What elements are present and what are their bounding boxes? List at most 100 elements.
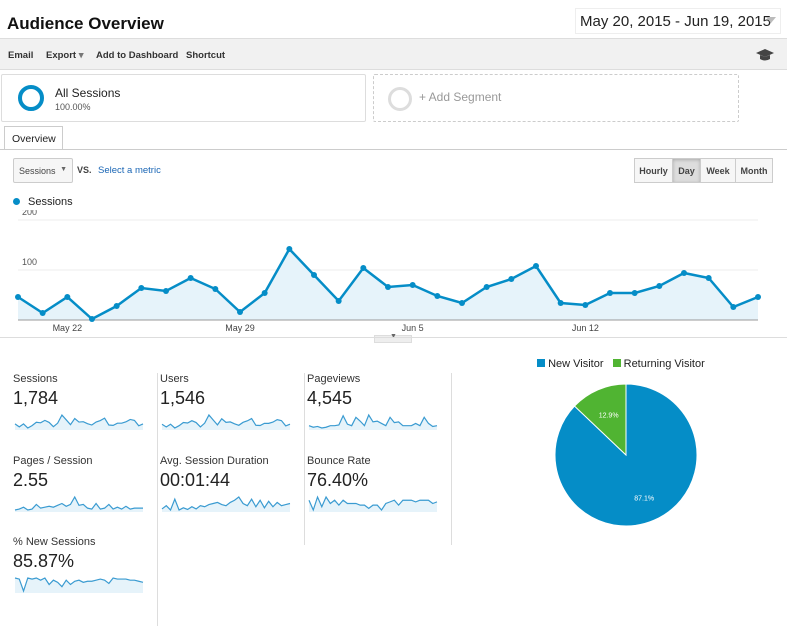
data-point	[755, 294, 761, 300]
new-visitor-swatch	[537, 359, 545, 367]
data-point	[508, 276, 515, 282]
sparkline-line	[14, 577, 144, 593]
vs-label: VS.	[77, 165, 92, 175]
day-button[interactable]: Day	[672, 158, 701, 183]
sparkline	[14, 495, 143, 512]
x-tick-label: Jun 5	[402, 323, 424, 333]
chart-resize-handle[interactable]: ▼	[374, 333, 412, 343]
data-point	[261, 290, 268, 296]
add-segment-label: + Add Segment	[419, 90, 502, 104]
sparkline-line	[308, 413, 438, 429]
data-point	[533, 263, 539, 269]
metric-value: 00:01:44	[160, 470, 231, 490]
select-metric-link[interactable]: Select a metric	[98, 165, 161, 176]
series-dot-icon	[13, 198, 20, 205]
data-point	[163, 288, 169, 294]
visitor-pie-chart: 87.1% 12.9%	[554, 383, 698, 527]
metric-label: Avg. Session Duration	[160, 455, 269, 467]
data-point	[483, 284, 490, 290]
tab-divider	[0, 149, 787, 150]
data-point	[138, 285, 145, 291]
legend-new-visitor: New Visitor	[548, 358, 604, 370]
add-segment-button[interactable]: + Add Segment	[373, 74, 739, 122]
month-button[interactable]: Month	[735, 158, 773, 183]
tab-overview[interactable]: Overview	[4, 126, 63, 150]
data-point	[607, 290, 613, 296]
segment-percent: 100.00%	[55, 102, 91, 112]
chart-legend: Sessions	[13, 196, 73, 208]
sparkline-line	[14, 413, 144, 429]
data-point	[335, 298, 342, 304]
metric-select[interactable]: Sessions ▼	[13, 158, 73, 183]
add-to-dashboard-button[interactable]: Add to Dashboard	[96, 50, 179, 61]
data-point	[237, 309, 243, 315]
returning-visitor-slice	[573, 383, 627, 457]
metric--new-sessions[interactable]: % New Sessions 85.87%	[13, 536, 158, 626]
data-point	[681, 270, 687, 276]
page-title: Audience Overview	[7, 14, 164, 33]
data-point	[557, 300, 564, 306]
data-point	[631, 290, 638, 296]
metric-value: 76.40%	[307, 470, 369, 490]
x-tick-label: May 22	[53, 323, 83, 333]
metric-value: 1,546	[160, 388, 206, 408]
sparkline-line	[14, 495, 143, 511]
metric-bounce-rate[interactable]: Bounce Rate 76.40%	[307, 455, 452, 545]
data-point	[15, 294, 21, 300]
metric-label: Pages / Session	[13, 455, 93, 467]
metric-label: Users	[160, 373, 189, 385]
graduation-cap-icon[interactable]	[756, 48, 774, 62]
export-label: Export	[46, 50, 77, 61]
sparkline-line	[161, 413, 291, 429]
data-point	[385, 284, 391, 290]
segment-all-sessions[interactable]: All Sessions 100.00%	[1, 74, 366, 122]
legend-returning-visitor: Returning Visitor	[623, 358, 705, 370]
data-point	[212, 286, 219, 292]
sparkline	[161, 496, 291, 512]
data-point	[656, 283, 663, 289]
data-point	[286, 246, 293, 252]
pie-legend: New Visitor Returning Visitor	[537, 358, 705, 370]
segment-ring-icon	[388, 87, 412, 111]
shortcut-button[interactable]: Shortcut	[186, 50, 226, 61]
metric-label: Pageviews	[307, 373, 361, 385]
toolbar: Email Export ▾ Add to Dashboard Shortcut	[0, 38, 787, 70]
metric-select-value: Sessions	[19, 166, 56, 176]
metric-avg-session-duration[interactable]: Avg. Session Duration 00:01:44	[160, 455, 305, 545]
date-range-picker[interactable]: May 20, 2015 - Jun 19, 2015	[575, 8, 781, 34]
sparkline-area	[15, 497, 143, 512]
data-point	[187, 275, 194, 281]
export-button[interactable]: Export ▾	[46, 50, 84, 61]
sparkline-area	[309, 415, 437, 430]
segment-name: All Sessions	[55, 86, 121, 100]
metric-label: Bounce Rate	[307, 455, 371, 467]
data-point	[409, 282, 416, 288]
caret-down-icon: ▼	[60, 166, 67, 173]
metric-value: 85.87%	[13, 551, 75, 571]
y-tick-label: 200	[22, 210, 37, 217]
sparkline	[14, 413, 144, 430]
data-point	[705, 275, 712, 281]
metric-value: 2.55	[13, 470, 49, 490]
week-button[interactable]: Week	[700, 158, 736, 183]
sessions-area	[18, 249, 758, 320]
metric-sessions[interactable]: Sessions 1,784	[13, 373, 158, 463]
sessions-chart: 100 200 May 22 May 29 Jun 5 Jun 12	[15, 210, 761, 333]
data-point	[730, 304, 737, 310]
data-point	[89, 316, 95, 322]
data-point	[39, 310, 46, 316]
data-point	[459, 300, 465, 306]
hourly-button[interactable]: Hourly	[634, 158, 673, 183]
metric-pages-session[interactable]: Pages / Session 2.55	[13, 455, 158, 545]
metric-label: Sessions	[13, 373, 58, 385]
chart-divider	[0, 337, 787, 338]
sparkline-line	[308, 495, 438, 512]
caret-down-icon: ▼	[390, 333, 397, 340]
data-point	[582, 302, 589, 308]
segment-ring-icon	[18, 85, 44, 111]
returning-visitor-swatch	[612, 359, 621, 367]
metric-pageviews[interactable]: Pageviews 4,545	[307, 373, 452, 463]
email-button[interactable]: Email	[8, 50, 34, 61]
chevron-down-icon	[766, 17, 776, 23]
metric-users[interactable]: Users 1,546	[160, 373, 305, 463]
